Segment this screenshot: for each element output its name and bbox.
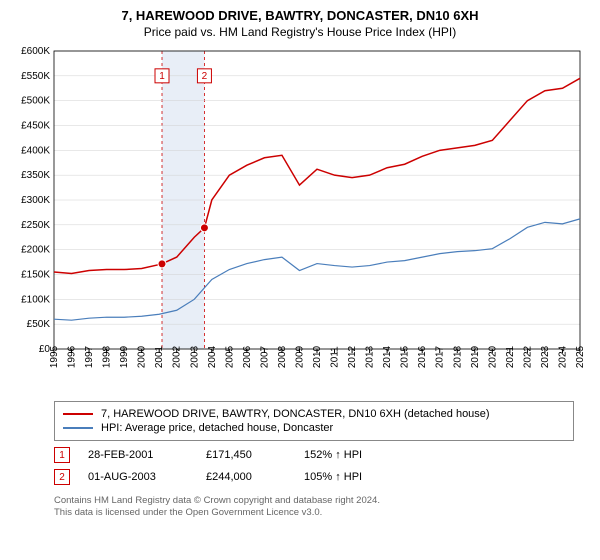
- footer-line: Contains HM Land Registry data © Crown c…: [54, 495, 574, 507]
- address-title: 7, HAREWOOD DRIVE, BAWTRY, DONCASTER, DN…: [12, 8, 588, 23]
- svg-text:£50K: £50K: [27, 319, 51, 330]
- svg-text:£200K: £200K: [21, 245, 50, 256]
- chart-svg: £0£50K£100K£150K£200K£250K£300K£350K£400…: [12, 45, 588, 395]
- svg-text:£250K: £250K: [21, 220, 50, 231]
- svg-text:1: 1: [159, 71, 165, 82]
- legend-swatch: [63, 413, 93, 415]
- svg-text:£100K: £100K: [21, 294, 50, 305]
- svg-text:£400K: £400K: [21, 145, 50, 156]
- transaction-price: £244,000: [206, 471, 286, 483]
- transaction-date: 28-FEB-2001: [88, 449, 188, 461]
- legend-label: 7, HAREWOOD DRIVE, BAWTRY, DONCASTER, DN…: [101, 408, 490, 420]
- transaction-row: 1 28-FEB-2001 £171,450 152% ↑ HPI: [54, 447, 574, 463]
- transaction-row: 2 01-AUG-2003 £244,000 105% ↑ HPI: [54, 469, 574, 485]
- chart: £0£50K£100K£150K£200K£250K£300K£350K£400…: [12, 45, 588, 395]
- svg-text:£600K: £600K: [21, 46, 50, 57]
- svg-text:£450K: £450K: [21, 121, 50, 132]
- footer-line: This data is licensed under the Open Gov…: [54, 507, 574, 519]
- svg-text:£550K: £550K: [21, 71, 50, 82]
- transaction-pct: 152% ↑ HPI: [304, 449, 414, 461]
- svg-text:£300K: £300K: [21, 195, 50, 206]
- legend: 7, HAREWOOD DRIVE, BAWTRY, DONCASTER, DN…: [54, 401, 574, 441]
- transaction-marker: 1: [54, 447, 70, 463]
- subtitle: Price paid vs. HM Land Registry's House …: [12, 25, 588, 39]
- footer: Contains HM Land Registry data © Crown c…: [54, 495, 574, 528]
- legend-item: HPI: Average price, detached house, Donc…: [63, 422, 565, 434]
- transactions-table: 1 28-FEB-2001 £171,450 152% ↑ HPI 2 01-A…: [54, 447, 574, 485]
- transaction-pct: 105% ↑ HPI: [304, 471, 414, 483]
- legend-item: 7, HAREWOOD DRIVE, BAWTRY, DONCASTER, DN…: [63, 408, 565, 420]
- svg-text:2: 2: [202, 71, 208, 82]
- svg-text:£150K: £150K: [21, 270, 50, 281]
- titles: 7, HAREWOOD DRIVE, BAWTRY, DONCASTER, DN…: [12, 8, 588, 39]
- legend-swatch: [63, 427, 93, 429]
- transaction-date: 01-AUG-2003: [88, 471, 188, 483]
- svg-text:£350K: £350K: [21, 170, 50, 181]
- transaction-price: £171,450: [206, 449, 286, 461]
- svg-text:£500K: £500K: [21, 96, 50, 107]
- chart-container: 7, HAREWOOD DRIVE, BAWTRY, DONCASTER, DN…: [0, 0, 600, 528]
- transaction-marker: 2: [54, 469, 70, 485]
- legend-label: HPI: Average price, detached house, Donc…: [101, 422, 333, 434]
